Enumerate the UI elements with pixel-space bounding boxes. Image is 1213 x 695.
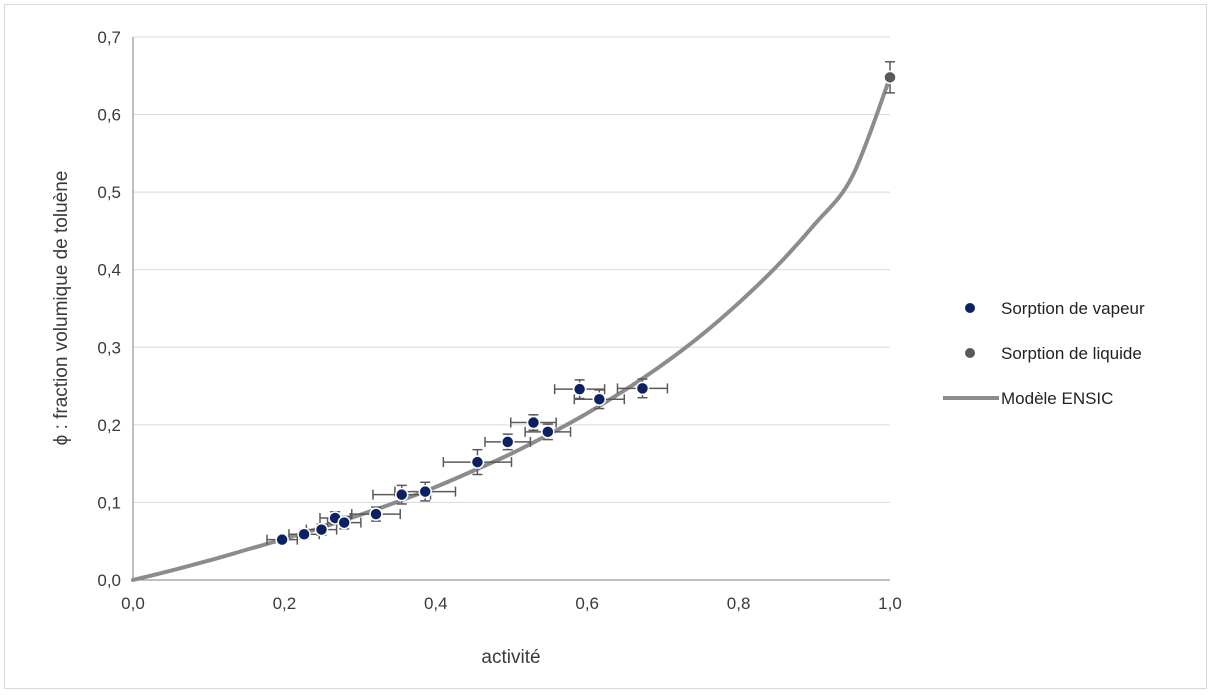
error-bars — [266, 61, 895, 545]
data-point — [394, 487, 409, 502]
y-tick-label: 0,1 — [97, 493, 121, 512]
legend: Sorption de vapeur Sorption de liquide Mod… — [943, 299, 1145, 408]
data-point — [572, 382, 587, 396]
model-curve — [131, 75, 892, 582]
data-point — [526, 415, 541, 430]
y-tick-label: 0,2 — [97, 416, 121, 435]
data-point — [470, 455, 485, 469]
chart-frame — [4, 4, 1207, 689]
y-tick-label: 0,4 — [97, 261, 121, 280]
data-point — [369, 507, 383, 521]
model-curve-layer — [131, 75, 892, 582]
data-point — [297, 527, 311, 541]
data-point — [883, 70, 897, 85]
data-point — [500, 435, 515, 449]
legend-label: Modèle ENSIC — [1001, 389, 1113, 408]
x-tick-label: 0,0 — [121, 594, 145, 613]
x-tick-label: 0,8 — [727, 594, 751, 613]
x-tick-label: 0,4 — [424, 594, 448, 613]
legend-label: Sorption de vapeur — [1001, 299, 1145, 318]
axes — [132, 37, 890, 581]
data-point — [337, 515, 351, 530]
y-axis-title: ϕ : fraction volumique de toluène — [51, 171, 72, 446]
y-tick-label: 0,0 — [97, 571, 121, 590]
legend-marker — [965, 303, 975, 313]
y-tick-label: 0,7 — [97, 28, 121, 47]
data-point — [635, 381, 650, 396]
y-tick-label: 0,5 — [97, 183, 121, 202]
x-tick-label: 0,6 — [575, 594, 599, 613]
y-tick-label: 0,3 — [97, 338, 121, 357]
x-tick-label: 1,0 — [878, 594, 902, 613]
grid-lines — [133, 36, 890, 503]
x-tick-labels: 0,0 0,2 0,4 0,6 0,8 1,0 — [121, 594, 902, 613]
data-point — [275, 532, 289, 547]
data-point — [418, 484, 432, 499]
data-point — [541, 425, 555, 439]
data-point — [592, 392, 607, 407]
data-point — [314, 522, 329, 537]
legend-marker — [965, 348, 975, 358]
x-tick-label: 0,2 — [273, 594, 297, 613]
y-tick-label: 0,6 — [97, 106, 121, 125]
legend-label: Sorption de liquide — [1001, 344, 1142, 363]
data-points — [275, 70, 897, 547]
x-axis-title: activité — [481, 647, 540, 668]
y-tick-labels: 0,0 0,1 0,2 0,3 0,4 0,5 0,6 0,7 — [97, 28, 121, 590]
